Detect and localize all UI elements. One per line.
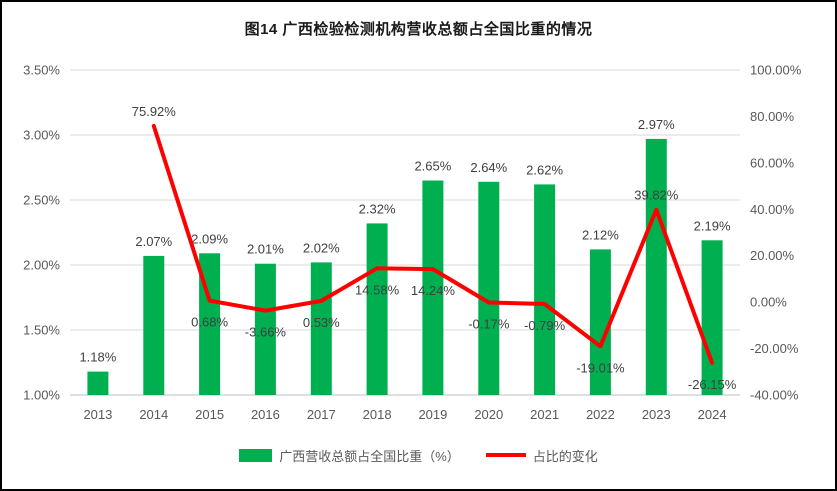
bar-data-label: 1.18% [79,350,116,365]
bar-data-label: 2.07% [135,234,172,249]
left-axis-tick-label: 2.50% [23,193,60,208]
x-axis-tick-label: 2016 [251,407,280,422]
left-axis-tick-label: 1.00% [23,388,60,403]
bar-2020 [478,181,500,395]
line-data-label: -0.79% [524,318,566,333]
line-data-label: 14.58% [355,282,400,297]
right-axis-tick-label: 100.00% [750,63,802,78]
line-data-label: 39.82% [634,188,679,203]
right-axis-tick-label: 60.00% [750,155,795,170]
bar-2018 [366,223,388,395]
x-axis-tick-label: 2024 [698,407,727,422]
legend-item-bar-series: 广西营收总额占全国比重（%） [239,446,460,465]
line-data-label: 0.53% [303,315,340,330]
right-axis-tick-label: 80.00% [750,109,795,124]
bar-2022 [589,249,611,395]
bar-2013 [87,371,109,395]
left-axis-tick-label: 3.00% [23,128,60,143]
x-axis-tick-label: 2021 [530,407,559,422]
line-series-swatch [485,453,526,457]
line-data-label: 14.24% [411,283,456,298]
bar-data-label: 2.01% [247,242,284,257]
line-series-path [151,123,715,365]
x-axis-tick-label: 2023 [642,407,671,422]
x-axis-tick-label: 2015 [195,407,224,422]
bar-2016 [254,263,276,395]
bar-2023 [645,138,667,395]
x-axis-tick-label: 2022 [586,407,615,422]
line-series-label: 占比的变化 [532,448,598,464]
right-axis-tick-label: 0.00% [750,295,787,310]
bar-data-label: 2.62% [526,162,563,177]
line-data-label: -0.17% [468,317,510,332]
bar-data-label: 2.09% [191,231,228,246]
bar-data-label: 2.12% [582,227,619,242]
right-axis-tick-label: -20.00% [750,341,799,356]
bar-data-label: 2.64% [470,160,507,175]
chart-title: 图14 广西检验检测机构营收总额占全国比重的情况 [244,21,593,38]
x-axis-tick-label: 2020 [474,407,503,422]
bar-2014 [143,255,165,395]
bar-data-label: 2.32% [359,201,396,216]
bar-data-label: 2.02% [303,240,340,255]
left-axis-tick-label: 2.00% [23,258,60,273]
x-axis-tick-label: 2018 [363,407,392,422]
bar-data-label: 2.65% [414,159,451,174]
legend-item-line-series: 占比的变化 [485,446,598,465]
line-data-label: 0.68% [191,315,228,330]
bar-data-label: 2.19% [694,218,731,233]
line-data-label: -26.15% [688,377,737,392]
chart-legend: 广西营收总额占全国比重（%） 占比的变化 [2,442,835,468]
line-data-label: 75.92% [132,104,177,119]
right-axis-tick-label: -40.00% [750,388,799,403]
x-axis-tick-label: 2014 [139,407,168,422]
x-axis-tick-label: 2019 [418,407,447,422]
bar-data-label: 2.97% [638,117,675,132]
left-axis-tick-label: 3.50% [23,63,60,78]
right-axis-tick-label: 40.00% [750,202,795,217]
x-axis-tick-label: 2017 [307,407,336,422]
bar-2021 [534,184,556,395]
bar-series-swatch [239,448,273,462]
bar-2019 [422,180,444,395]
line-data-label: -3.66% [245,325,287,340]
bar-2024 [701,240,723,395]
left-axis-tick-label: 1.50% [23,323,60,338]
x-axis-tick-label: 2013 [83,407,112,422]
right-axis-tick-label: 20.00% [750,248,795,263]
bar-series-label: 广西营收总额占全国比重（%） [279,448,460,464]
line-data-label: -19.01% [576,360,625,375]
